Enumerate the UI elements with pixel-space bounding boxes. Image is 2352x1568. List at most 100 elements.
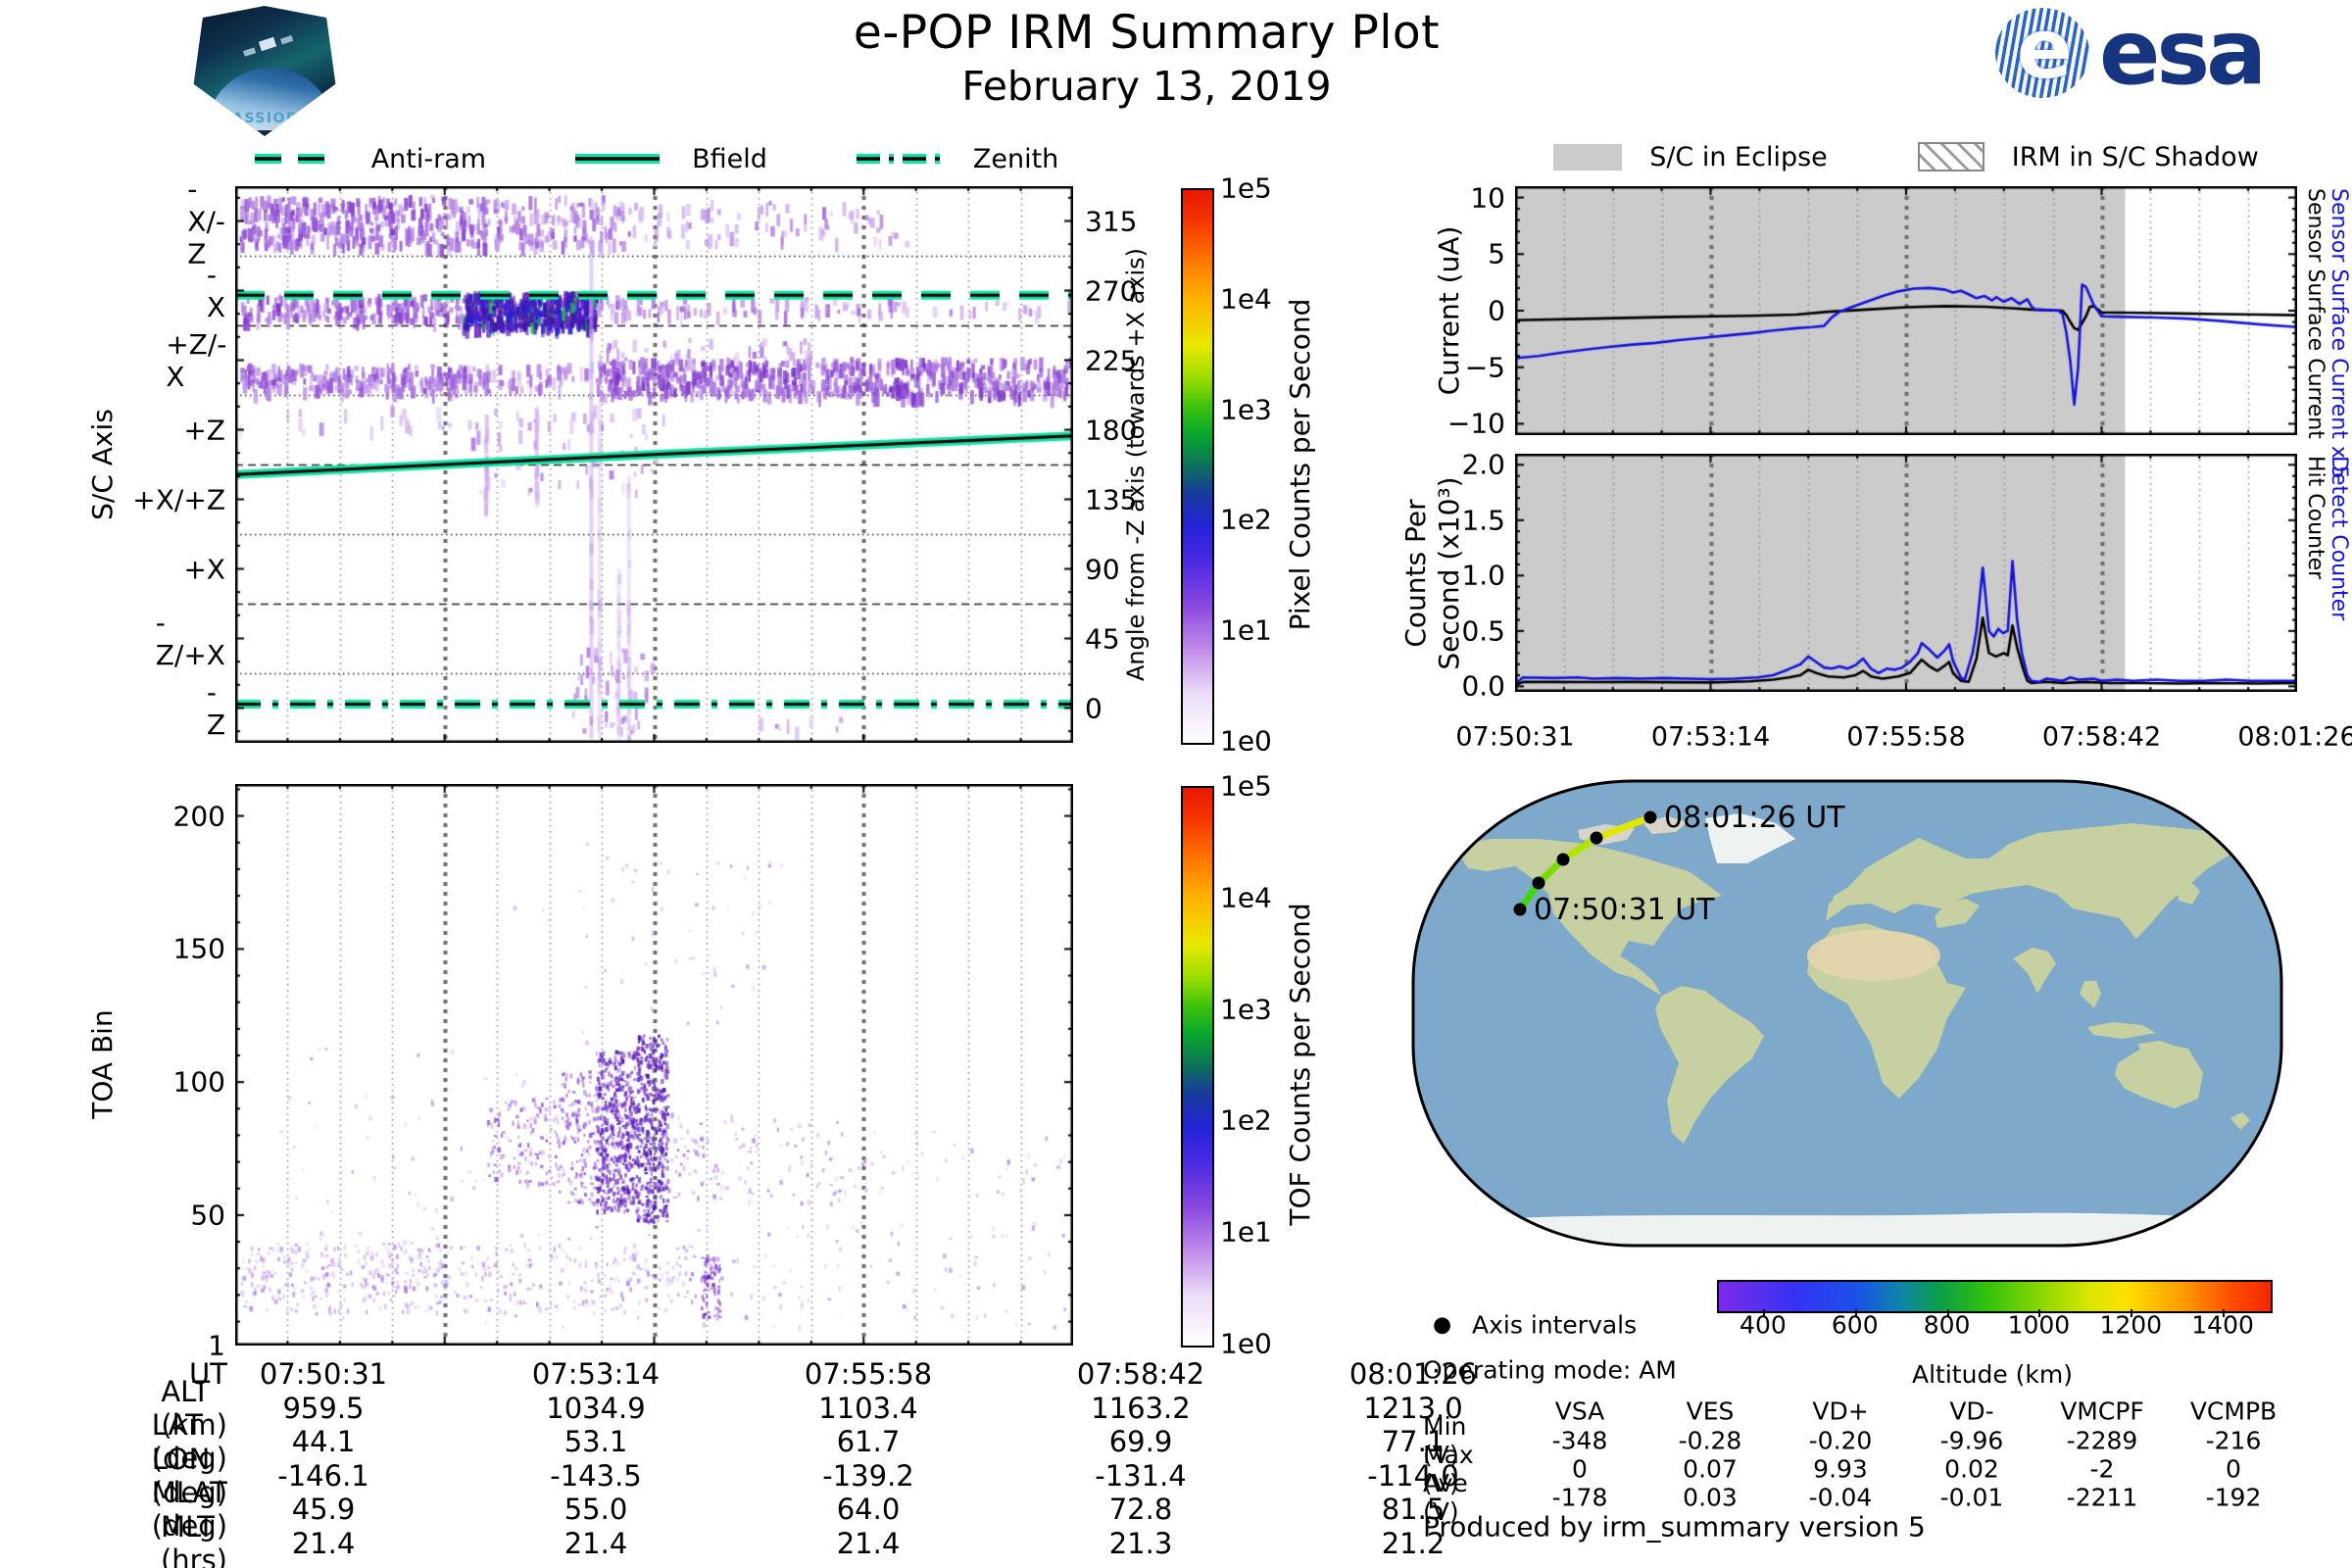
cnt-ytick-label: 1.5: [1461, 504, 1505, 537]
voltage-cell: -2211: [2066, 1483, 2138, 1512]
tof-colorbar-tick-label: 1e2: [1220, 1103, 1272, 1137]
track-start-label: 07:50:31 UT: [1534, 893, 1715, 927]
world-map: 07:50:31 UT 08:01:26 UT: [1411, 779, 2283, 1248]
hit-counter-right-label: Hit Counter: [2303, 456, 2328, 580]
ephemeris-cell: -143.5: [550, 1459, 642, 1493]
voltage-cell: 0: [1572, 1454, 1588, 1484]
voltage-column-header: VSA: [1554, 1396, 1605, 1426]
toa-ytick-label: 200: [172, 800, 225, 833]
angle-axis-label: Angle from -Z axis (towards +X axis): [1122, 247, 1150, 682]
current-ylabel: Current (uA): [1433, 225, 1465, 396]
anti-ram-line-icon: [254, 154, 339, 164]
voltage-column-header: VES: [1686, 1396, 1735, 1426]
toa-bin-ylabel: TOA Bin: [86, 1009, 119, 1119]
voltage-row-label: Min (V): [1423, 1412, 1467, 1469]
voltage-row-label: Ave (V): [1423, 1469, 1468, 1526]
bfield-line-icon: [575, 154, 661, 164]
altitude-tick-mark: [1946, 1309, 1949, 1317]
zenith-line-icon: [856, 154, 941, 164]
tof-colorbar-label: TOF Counts per Second: [1284, 903, 1316, 1226]
cnt-ytick-label: 0.5: [1461, 614, 1505, 648]
orbit-track-segment: [1592, 813, 1654, 842]
voltage-column-header: VD-: [1949, 1396, 1994, 1426]
ephemeris-cell: 07:53:14: [531, 1357, 661, 1391]
voltage-cell: 9.93: [1813, 1454, 1868, 1484]
angle-ytick-label: 315: [1085, 205, 1138, 237]
pixel-counts-colorbar: [1181, 188, 1214, 745]
tof-colorbar-tick-label: 1e0: [1220, 1327, 1272, 1360]
altitude-colorbar-label: Altitude (km): [1912, 1360, 2073, 1389]
esa-globe-icon: e: [1995, 8, 2089, 98]
ephemeris-row-label: LON (deg): [151, 1443, 228, 1509]
detect-counter-right-label: Detect Counter: [2327, 456, 2351, 621]
angle-ytick-label: 270: [1085, 274, 1138, 307]
altitude-tick-mark: [1762, 1309, 1765, 1317]
counts-ylabel-line1: Counts Per: [1399, 499, 1432, 648]
pixel-colorbar-tick-label: 1e2: [1220, 503, 1272, 536]
ephemeris-row-label: LAT (deg): [151, 1408, 227, 1475]
track-end-label: 08:01:26 UT: [1664, 801, 1845, 835]
ephemeris-cell: -114.0: [1367, 1459, 1459, 1493]
sc-axis-ylabel: S/C Axis: [86, 409, 119, 520]
angle-ytick-label: 0: [1085, 692, 1102, 724]
angle-ytick-label: 90: [1085, 553, 1120, 585]
ephemeris-cell: 21.4: [564, 1527, 628, 1560]
sc-axis-ytick-label: -X: [206, 258, 226, 323]
voltage-cell: -192: [2205, 1483, 2262, 1512]
ephemeris-cell: -131.4: [1095, 1459, 1187, 1493]
axis-interval-dot: [1532, 876, 1545, 890]
tof-colorbar-tick-label: 1e5: [1220, 769, 1272, 803]
cur-ytick-label: −10: [1446, 407, 1505, 440]
voltage-cell: 0: [2226, 1454, 2241, 1484]
eclipse-legend: S/C in Eclipse IRM in S/C Shadow: [1515, 139, 2297, 174]
pixel-colorbar-tick-label: 1e1: [1220, 613, 1272, 647]
ephemeris-row-label: MLAT (deg): [151, 1476, 228, 1543]
pixel-colorbar-tick-label: 1e4: [1220, 282, 1272, 316]
voltage-cell: -0.04: [1808, 1483, 1873, 1512]
voltage-column-header: VMCPF: [2060, 1396, 2144, 1426]
page-date: February 13, 2019: [961, 63, 1332, 110]
sc-axis-spectrogram: [235, 186, 1073, 743]
sc-axis-ytick-label: +X: [183, 553, 225, 585]
voltage-cell: -178: [1551, 1483, 1608, 1512]
altitude-tick-mark: [2038, 1309, 2041, 1317]
cur-ytick-label: 0: [1488, 294, 1505, 327]
ephemeris-cell: 21.3: [1108, 1527, 1173, 1560]
axis-interval-dot: [1643, 810, 1657, 824]
ephemeris-cell: -146.1: [277, 1459, 369, 1493]
voltage-cell: 0.03: [1683, 1483, 1738, 1512]
current-plot: [1515, 186, 2297, 435]
ephemeris-cell: 81.5: [1381, 1493, 1446, 1526]
angle-ytick-label: 180: [1085, 414, 1138, 446]
pixel-colorbar-label: Pixel Counts per Second: [1284, 298, 1316, 631]
ephemeris-row-label: MLT (hrs): [160, 1510, 227, 1568]
axis-interval-dot: [1513, 903, 1527, 916]
toa-ytick-label: 150: [172, 932, 225, 965]
ephemeris-cell: 72.8: [1108, 1493, 1173, 1526]
ephemeris-cell: 1213.0: [1363, 1392, 1463, 1425]
tof-colorbar-tick-label: 1e1: [1220, 1215, 1272, 1249]
voltage-cell: -216: [2205, 1426, 2262, 1455]
counts-plot: [1515, 454, 2297, 692]
orbit-track: 07:50:31 UT 08:01:26 UT: [1513, 801, 1845, 927]
axis-interval-dot: [1590, 831, 1603, 845]
hit-current-right-label: Sensor Surface Current: [2303, 188, 2328, 439]
toa-bin-spectrogram: [235, 784, 1073, 1346]
angle-ytick-label: 225: [1085, 344, 1138, 376]
ephemeris-cell: 53.1: [564, 1425, 628, 1458]
axis-interval-dot: [1556, 853, 1570, 866]
detect-current-right-label: Sensor Surface Current x 5: [2327, 188, 2351, 479]
map-continents: [1441, 813, 2270, 1246]
sc-axis-ytick-label: +X/+Z: [132, 483, 225, 515]
ephemeris-cell: 21.4: [291, 1527, 356, 1560]
legend-bfield-label: Bfield: [692, 143, 767, 174]
counts-ylabel-line2: Second (x10³): [1433, 476, 1465, 670]
voltage-cell: -0.20: [1808, 1426, 1873, 1455]
ephemeris-row-label: ALT (km): [161, 1375, 227, 1442]
shadow-hatch-swatch-icon: [1917, 142, 1984, 172]
ephemeris-cell: 64.0: [836, 1493, 901, 1526]
orbit-track-segment: [1559, 834, 1600, 863]
voltage-cell: -2289: [2066, 1426, 2138, 1455]
toa-ytick-label: 100: [172, 1065, 225, 1099]
